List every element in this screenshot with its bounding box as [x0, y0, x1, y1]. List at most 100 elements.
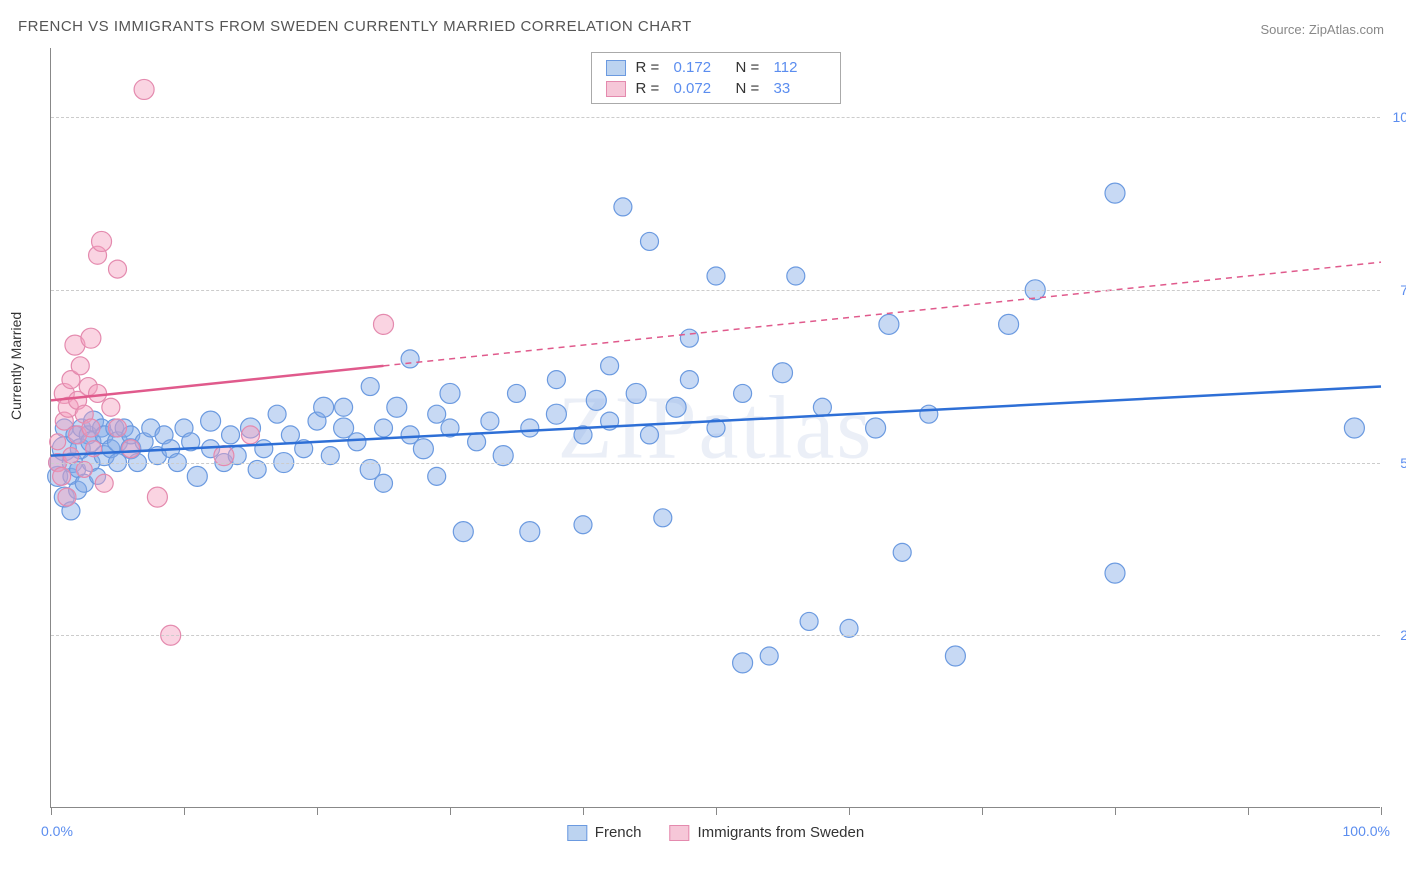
- scatter-svg: [51, 48, 1380, 807]
- legend-series-name: French: [595, 824, 642, 841]
- gridline-h: [51, 117, 1380, 118]
- data-point: [53, 467, 71, 485]
- x-axis-min-label: 0.0%: [41, 823, 73, 839]
- data-point: [574, 516, 592, 534]
- data-point: [255, 440, 273, 458]
- data-point: [428, 405, 446, 423]
- gridline-h: [51, 290, 1380, 291]
- x-tick: [849, 807, 850, 815]
- legend-n-label: N =: [736, 80, 764, 97]
- legend-r-label: R =: [636, 80, 664, 97]
- data-point: [893, 543, 911, 561]
- x-tick: [317, 807, 318, 815]
- data-point: [428, 467, 446, 485]
- data-point: [879, 314, 899, 334]
- y-tick-label: 50.0%: [1385, 455, 1406, 471]
- gridline-h: [51, 635, 1380, 636]
- data-point: [401, 350, 419, 368]
- gridline-h: [51, 463, 1380, 464]
- data-point: [453, 522, 473, 542]
- data-point: [102, 398, 120, 416]
- data-point: [122, 440, 140, 458]
- data-point: [680, 371, 698, 389]
- data-point: [335, 398, 353, 416]
- data-point: [89, 384, 107, 402]
- data-point: [468, 433, 486, 451]
- data-point: [520, 522, 540, 542]
- data-point: [187, 466, 207, 486]
- x-tick: [1115, 807, 1116, 815]
- data-point: [242, 426, 260, 444]
- plot-area: ZIPatlas R =0.172N =112R =0.072N =33 0.0…: [50, 48, 1380, 808]
- data-point: [999, 314, 1019, 334]
- legend-swatch: [669, 825, 689, 841]
- x-tick: [1381, 807, 1382, 815]
- data-point: [375, 419, 393, 437]
- data-point: [361, 378, 379, 396]
- data-point: [813, 398, 831, 416]
- data-point: [666, 397, 686, 417]
- data-point: [945, 646, 965, 666]
- y-axis-label: Currently Married: [8, 312, 24, 420]
- data-point: [481, 412, 499, 430]
- data-point: [201, 411, 221, 431]
- data-point: [82, 419, 100, 437]
- data-point: [920, 405, 938, 423]
- data-point: [1105, 563, 1125, 583]
- data-point: [375, 474, 393, 492]
- x-tick: [982, 807, 983, 815]
- data-point: [586, 390, 606, 410]
- data-point: [314, 397, 334, 417]
- data-point: [734, 384, 752, 402]
- data-point: [50, 434, 66, 450]
- data-point: [508, 384, 526, 402]
- data-point: [733, 653, 753, 673]
- legend-n-value: 33: [774, 80, 826, 97]
- legend-bottom-item: Immigrants from Sweden: [669, 824, 864, 841]
- data-point: [773, 363, 793, 383]
- legend-bottom: French Immigrants from Sweden: [567, 824, 864, 841]
- data-point: [268, 405, 286, 423]
- legend-n-label: N =: [736, 59, 764, 76]
- data-point: [760, 647, 778, 665]
- y-tick-label: 100.0%: [1385, 109, 1406, 125]
- legend-swatch: [606, 60, 626, 76]
- data-point: [387, 397, 407, 417]
- data-point: [95, 474, 113, 492]
- legend-series-name: Immigrants from Sweden: [697, 824, 864, 841]
- trend-line: [51, 366, 384, 401]
- data-point: [641, 232, 659, 250]
- data-point: [601, 357, 619, 375]
- data-point: [92, 231, 112, 251]
- x-tick: [1248, 807, 1249, 815]
- x-tick: [184, 807, 185, 815]
- data-point: [58, 488, 76, 506]
- legend-bottom-item: French: [567, 824, 642, 841]
- legend-r-value: 0.072: [674, 80, 726, 97]
- data-point: [547, 371, 565, 389]
- data-point: [641, 426, 659, 444]
- x-tick: [450, 807, 451, 815]
- legend-swatch: [606, 81, 626, 97]
- data-point: [866, 418, 886, 438]
- data-point: [134, 79, 154, 99]
- source-label: Source: ZipAtlas.com: [1260, 22, 1384, 37]
- data-point: [374, 314, 394, 334]
- data-point: [348, 433, 366, 451]
- y-tick-label: 75.0%: [1385, 282, 1406, 298]
- data-point: [76, 461, 92, 477]
- x-axis-max-label: 100.0%: [1343, 823, 1390, 839]
- data-point: [707, 267, 725, 285]
- data-point: [147, 487, 167, 507]
- legend-r-value: 0.172: [674, 59, 726, 76]
- data-point: [800, 612, 818, 630]
- legend-r-label: R =: [636, 59, 664, 76]
- y-tick-label: 25.0%: [1385, 627, 1406, 643]
- data-point: [546, 404, 566, 424]
- legend-top: R =0.172N =112R =0.072N =33: [591, 52, 841, 104]
- data-point: [71, 357, 89, 375]
- data-point: [109, 419, 127, 437]
- chart-title: FRENCH VS IMMIGRANTS FROM SWEDEN CURRENT…: [18, 18, 692, 35]
- data-point: [626, 383, 646, 403]
- data-point: [654, 509, 672, 527]
